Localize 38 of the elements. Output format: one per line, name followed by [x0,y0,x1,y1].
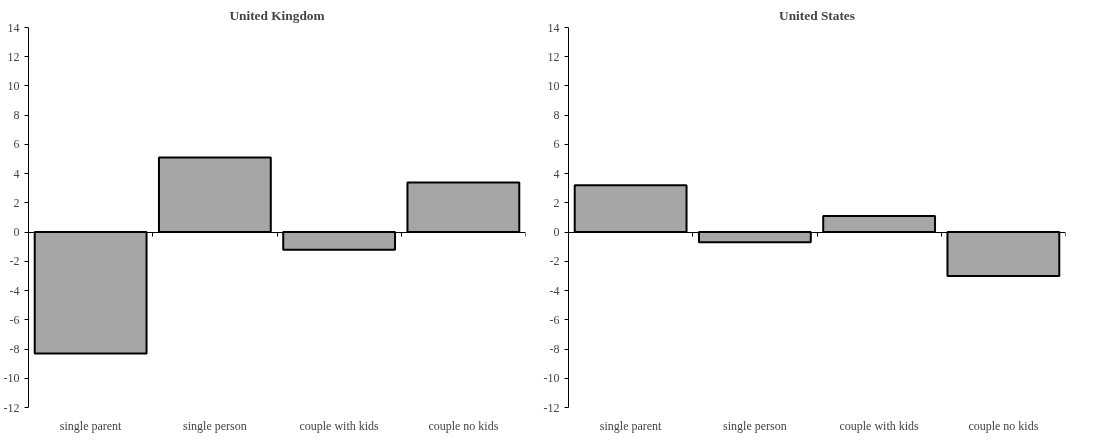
y-tick-label: -2 [549,254,560,269]
y-tick-label: 6 [553,137,560,152]
x-tick-label: single parent [59,418,123,433]
y-tick-label: 12 [7,49,20,64]
y-tick-label: 6 [13,137,20,152]
y-tick-label: 2 [553,195,560,210]
y-tick-label: -6 [549,312,560,327]
y-tick-label: 0 [553,225,560,240]
y-tick-label: -12 [543,400,560,415]
y-tick-label: 14 [547,20,560,35]
y-tick-label: -4 [9,283,20,298]
y-tick-label: -10 [543,371,560,386]
y-tick-label: 10 [7,78,20,93]
chart-title: United Kingdom [229,7,325,23]
x-tick-label: single person [723,418,787,433]
y-tick-label: 12 [547,49,560,64]
chart-title: United States [779,7,855,23]
y-tick-label: 2 [13,195,20,210]
x-tick-label: couple with kids [839,418,920,433]
x-tick-label: couple no kids [968,418,1039,433]
y-tick-label: -2 [9,254,20,269]
y-tick-label: 0 [13,225,20,240]
y-tick-label: -10 [3,371,20,386]
x-tick-label: single person [183,418,247,433]
x-tick-label: couple no kids [428,418,499,433]
y-tick-label: 8 [13,108,20,123]
y-tick-label: 4 [553,166,560,181]
y-tick-label: -12 [3,400,20,415]
y-tick-label: -8 [9,342,20,357]
y-tick-label: 10 [547,78,560,93]
y-tick-label: -6 [9,312,20,327]
x-tick-label: single parent [599,418,663,433]
y-tick-label: 8 [553,108,560,123]
y-tick-label: 4 [13,166,20,181]
y-tick-label: -4 [549,283,560,298]
y-tick-label: -8 [549,342,560,357]
y-tick-label: 14 [7,20,20,35]
x-tick-label: couple with kids [299,418,380,433]
